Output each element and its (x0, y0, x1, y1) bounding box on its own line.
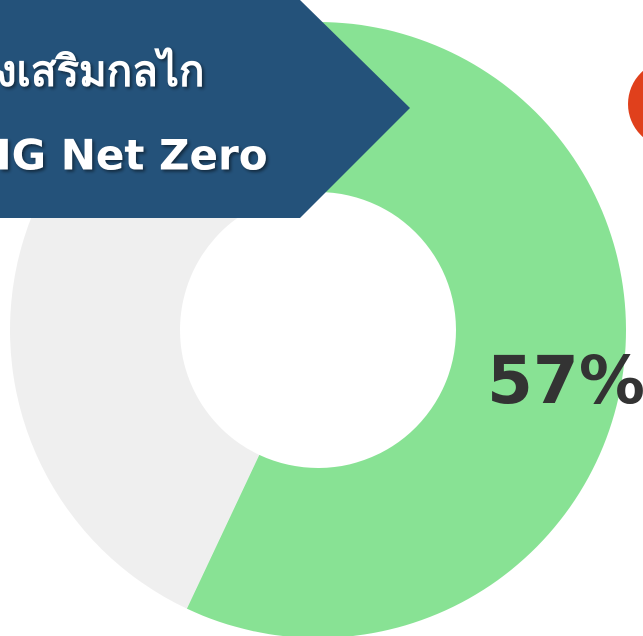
decoration-circle (628, 70, 643, 138)
data-label: 57% (487, 342, 643, 419)
donut-slice (186, 22, 626, 636)
banner (0, 0, 410, 218)
banner-title: งเสริมกลไก (0, 47, 204, 96)
banner-title: IG Net Zero (0, 131, 268, 180)
